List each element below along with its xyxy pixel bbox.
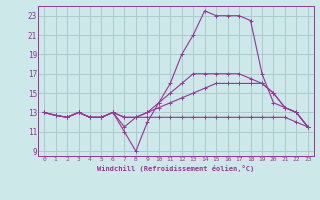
X-axis label: Windchill (Refroidissement éolien,°C): Windchill (Refroidissement éolien,°C) <box>97 165 255 172</box>
